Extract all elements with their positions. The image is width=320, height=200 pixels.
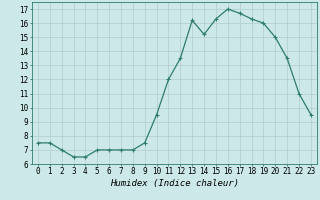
X-axis label: Humidex (Indice chaleur): Humidex (Indice chaleur) — [110, 179, 239, 188]
